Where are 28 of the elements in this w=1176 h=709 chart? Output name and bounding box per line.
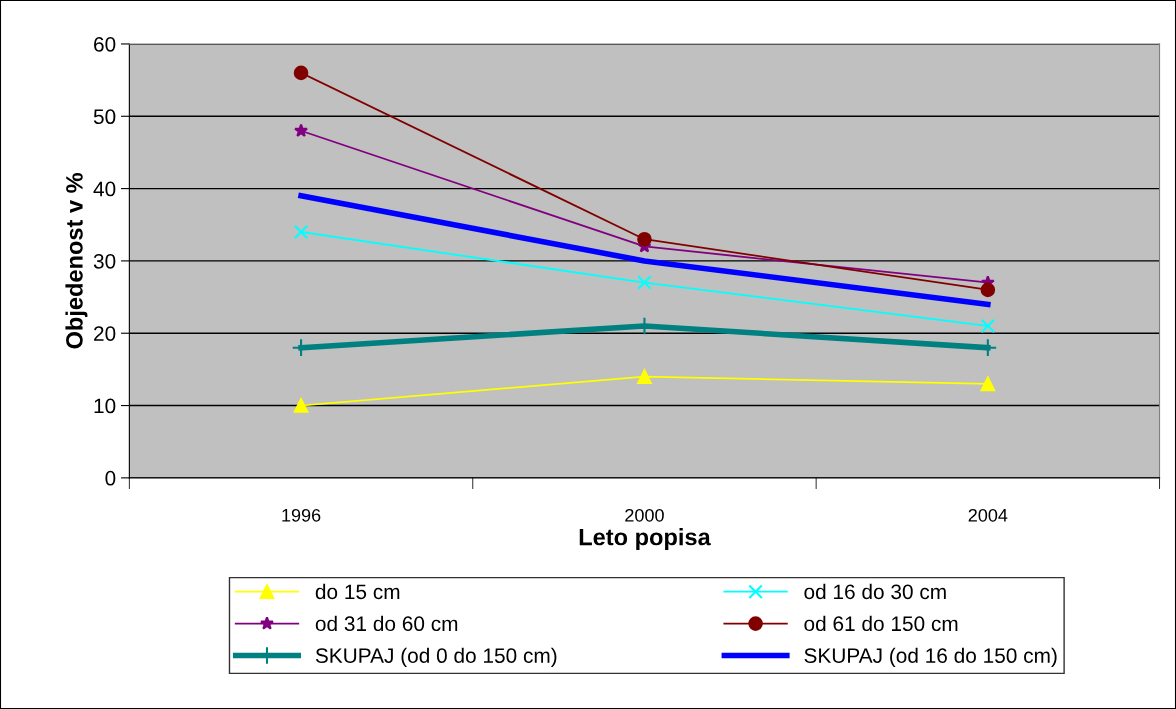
legend-label: od 61 do 150 cm: [804, 615, 958, 632]
y-tick-label: 50: [93, 109, 116, 125]
legend-label: od 31 do 60 cm: [315, 615, 458, 632]
point: [293, 65, 309, 81]
point: [980, 318, 996, 334]
point: [293, 224, 309, 240]
legend-label: SKUPAJ (od 0 do 150 cm): [315, 647, 557, 668]
point: [637, 369, 652, 384]
y-tick-label: 60: [94, 36, 116, 52]
y-axis-title: Objedenost v %: [65, 172, 88, 349]
x-tick-label: 2004: [968, 508, 1008, 522]
point: [293, 398, 309, 413]
y-tick-label: 20: [94, 326, 116, 341]
x-tick-label: 2000: [625, 508, 664, 522]
legend-label: do 15 cm: [315, 583, 400, 600]
point: [637, 275, 652, 290]
legend-label: SKUPAJ (od 16 do 150 cm): [804, 647, 1057, 668]
x-axis-title: Leto popisa: [579, 528, 711, 551]
point: [294, 123, 309, 137]
legend-label: od 16 do 30 cm: [804, 583, 946, 600]
y-tick-label: 0: [105, 470, 116, 486]
y-tick-label: 30: [93, 253, 116, 269]
point: [980, 376, 996, 392]
y-tick-label: 40: [93, 181, 116, 197]
point: [637, 231, 652, 247]
point: [980, 282, 996, 298]
y-tick-label: 10: [94, 398, 116, 414]
x-tick-label: 1996: [282, 508, 321, 522]
